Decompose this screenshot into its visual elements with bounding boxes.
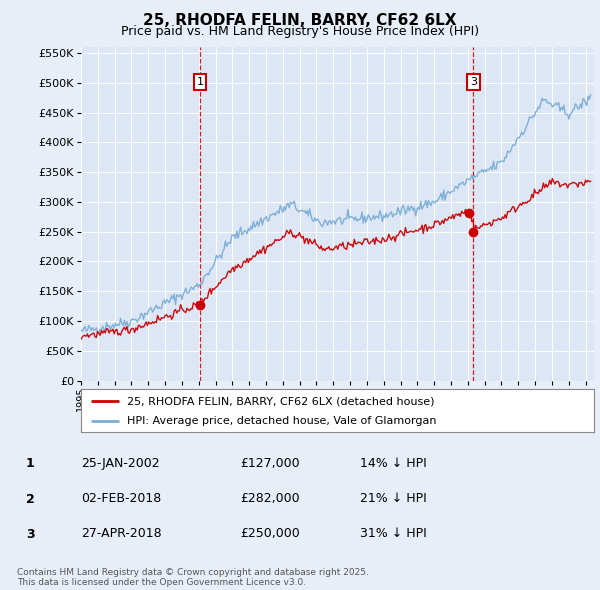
Text: 25, RHODFA FELIN, BARRY, CF62 6LX: 25, RHODFA FELIN, BARRY, CF62 6LX bbox=[143, 13, 457, 28]
Text: 27-APR-2018: 27-APR-2018 bbox=[81, 527, 161, 540]
Text: 21% ↓ HPI: 21% ↓ HPI bbox=[360, 492, 427, 505]
Text: £127,000: £127,000 bbox=[240, 457, 299, 470]
Text: £250,000: £250,000 bbox=[240, 527, 300, 540]
Text: 02-FEB-2018: 02-FEB-2018 bbox=[81, 492, 161, 505]
Text: 25-JAN-2002: 25-JAN-2002 bbox=[81, 457, 160, 470]
Text: 25, RHODFA FELIN, BARRY, CF62 6LX (detached house): 25, RHODFA FELIN, BARRY, CF62 6LX (detac… bbox=[127, 396, 434, 407]
Text: 1: 1 bbox=[196, 77, 203, 87]
Text: £282,000: £282,000 bbox=[240, 492, 299, 505]
Text: HPI: Average price, detached house, Vale of Glamorgan: HPI: Average price, detached house, Vale… bbox=[127, 417, 437, 426]
Text: 2: 2 bbox=[26, 493, 35, 506]
Text: 1: 1 bbox=[26, 457, 35, 470]
Text: 3: 3 bbox=[470, 77, 477, 87]
Text: 3: 3 bbox=[26, 528, 35, 541]
Text: Price paid vs. HM Land Registry's House Price Index (HPI): Price paid vs. HM Land Registry's House … bbox=[121, 25, 479, 38]
Text: 14% ↓ HPI: 14% ↓ HPI bbox=[360, 457, 427, 470]
Text: 31% ↓ HPI: 31% ↓ HPI bbox=[360, 527, 427, 540]
Text: Contains HM Land Registry data © Crown copyright and database right 2025.
This d: Contains HM Land Registry data © Crown c… bbox=[17, 568, 368, 587]
